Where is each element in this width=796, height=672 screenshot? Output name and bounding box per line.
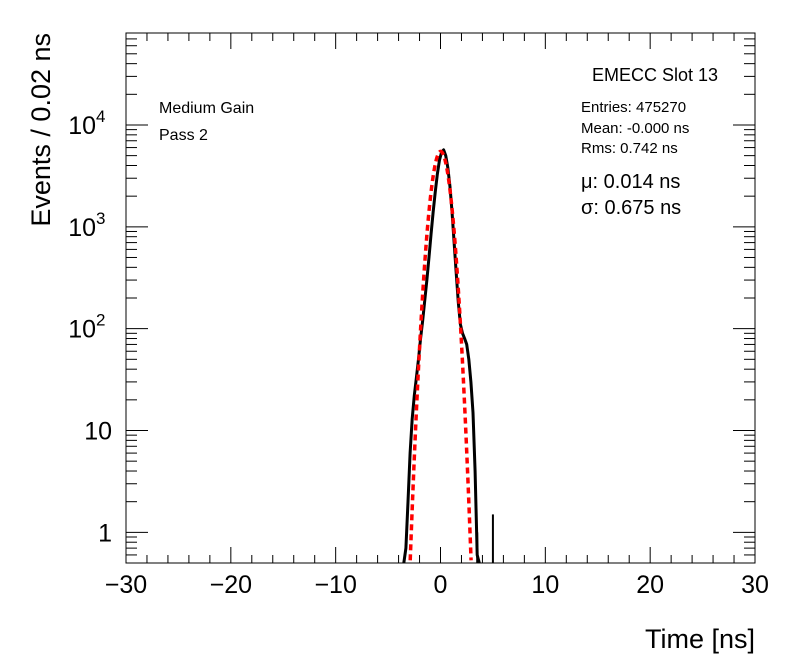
axis-ticks <box>125 32 756 564</box>
x-axis-label: Time [ns] <box>645 624 755 654</box>
fit-curve <box>408 149 473 561</box>
stats-entries: Entries: 475270 <box>581 99 686 116</box>
x-tick-label: 0 <box>434 571 448 599</box>
x-tick-label: 30 <box>741 571 769 599</box>
y-tick-label: 10 <box>68 316 96 344</box>
x-tick-label: 10 <box>531 571 559 599</box>
fit-mu: μ: 0.014 ns <box>581 171 680 193</box>
fit-sigma: σ: 0.675 ns <box>581 197 681 219</box>
y-tick-label: 10 <box>68 112 96 140</box>
y-tick-exponent: 3 <box>96 209 105 228</box>
fit-gaussian-curve <box>408 149 473 561</box>
x-tick-label: −30 <box>105 571 147 599</box>
x-tick-label: −20 <box>210 571 252 599</box>
y-tick-exponent: 2 <box>96 311 105 330</box>
stats-mean: Mean: -0.000 ns <box>581 120 689 137</box>
chart-title: EMECC Slot 13 <box>592 65 718 85</box>
annotation-gain: Medium Gain <box>159 100 254 117</box>
x-tick-label: 20 <box>636 571 664 599</box>
y-axis-label: Events / 0.02 ns <box>26 33 56 227</box>
y-tick-label: 1 <box>98 519 112 547</box>
y-tick-label: 10 <box>84 418 112 446</box>
x-tick-label: −10 <box>314 571 356 599</box>
y-tick-label: 10 <box>68 214 96 242</box>
stats-rms: Rms: 0.742 ns <box>581 140 678 157</box>
annotation-pass: Pass 2 <box>159 127 208 144</box>
y-tick-exponent: 4 <box>96 107 105 126</box>
plot-frame <box>125 32 756 564</box>
